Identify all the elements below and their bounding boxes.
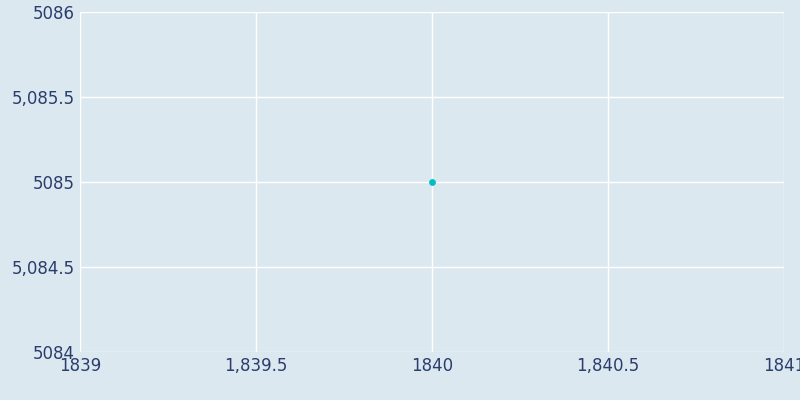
Point	[426, 179, 438, 185]
